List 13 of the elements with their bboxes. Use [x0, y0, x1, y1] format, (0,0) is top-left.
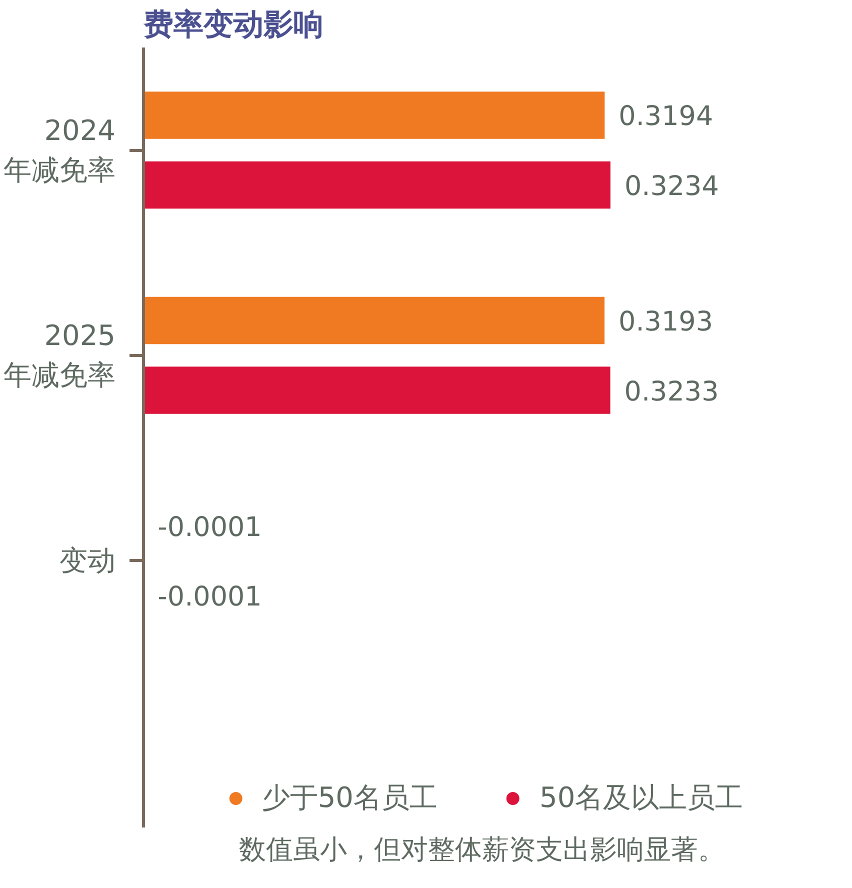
data-label: 0.3234	[624, 171, 719, 202]
y-tick-label: 2024 年减免率	[4, 114, 116, 186]
data-label: -0.0001	[158, 512, 262, 543]
data-label: -0.0001	[158, 582, 262, 613]
data-label: 0.3233	[624, 376, 719, 408]
y-tick-label: 2025 年减免率	[4, 319, 116, 392]
legend-label: 50名及以上员工	[540, 780, 744, 816]
legend-label: 少于50名员工	[262, 780, 438, 816]
chart-title: 费率变动影响	[142, 8, 324, 42]
text: 数值虽小，但对整体薪资支出影响显著。	[239, 834, 725, 866]
data-label: 0.3193	[618, 306, 714, 338]
y-tick-label: 变动	[60, 544, 116, 578]
data-label: 0.3194	[618, 101, 714, 132]
